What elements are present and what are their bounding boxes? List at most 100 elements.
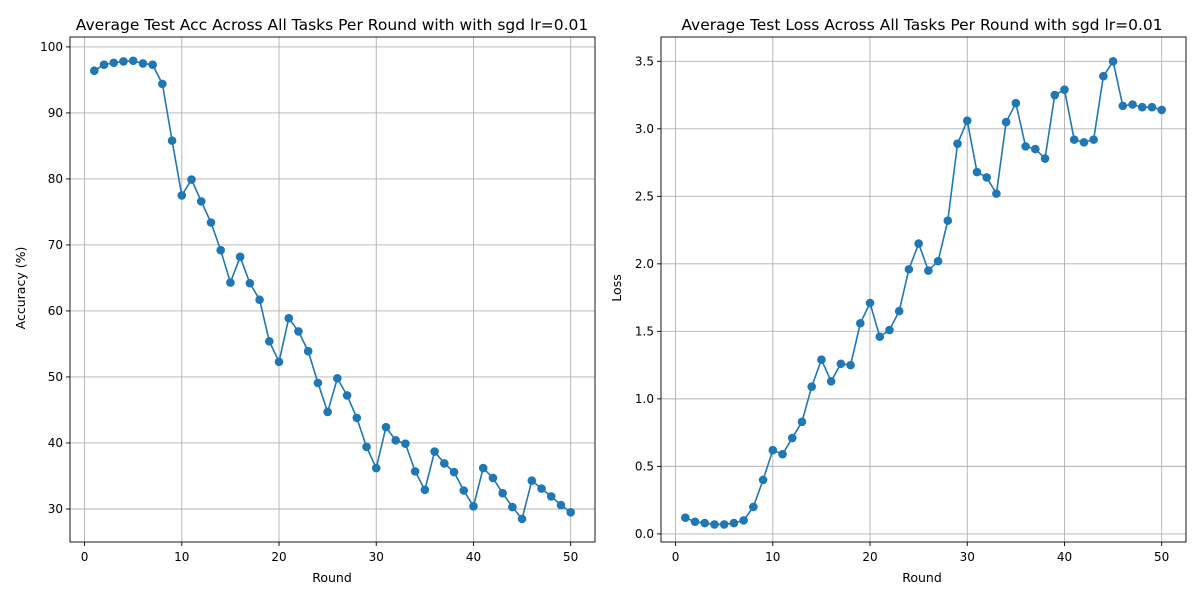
accuracy-chart-series	[90, 56, 575, 524]
accuracy-chart-data-point	[333, 373, 342, 383]
loss-chart-data-point	[943, 216, 953, 225]
loss-chart-data-point	[739, 516, 748, 525]
accuracy-chart-data-point	[167, 136, 177, 145]
loss-chart-data-point	[1157, 105, 1166, 115]
accuracy-chart-data-point	[99, 60, 109, 70]
loss-chart-data-point	[1031, 144, 1040, 154]
loss-chart-data-point	[807, 382, 816, 392]
loss-chart-data-point	[992, 189, 1001, 198]
accuracy-chart-y-tick-label: 90	[48, 106, 63, 120]
loss-chart-ticks: 0 10 20 30 40 50 0.0 0.5 1.0 1.5 2.0 2.5 3.0 3.5	[635, 54, 1169, 564]
loss-chart-data-point	[700, 518, 710, 528]
accuracy-chart-data-point	[274, 357, 284, 367]
accuracy-chart-data-point	[420, 485, 430, 495]
loss-chart-data-point	[856, 318, 865, 328]
accuracy-chart-data-point	[410, 467, 420, 476]
accuracy-chart-data-point	[323, 407, 332, 417]
accuracy-chart-data-point	[566, 507, 575, 517]
accuracy-chart-panel: Average Test Acc Across All Tasks Per Ro…	[13, 16, 596, 585]
loss-chart-y-tick-label: 2.5	[635, 189, 654, 203]
accuracy-chart-data-point	[177, 191, 187, 200]
loss-chart-data-point	[962, 116, 972, 126]
accuracy-chart-y-tick-label: 70	[48, 238, 63, 252]
loss-chart-x-tick-label: 20	[862, 550, 877, 564]
loss-chart-data-point	[846, 360, 855, 370]
accuracy-chart-data-point	[245, 278, 255, 288]
accuracy-chart-data-point	[478, 463, 488, 473]
loss-chart-y-tick-label: 0.0	[635, 527, 654, 541]
loss-chart-y-tick-label: 0.5	[635, 459, 654, 473]
accuracy-chart-x-tick-label: 0	[81, 550, 89, 564]
accuracy-chart-xlabel: Round	[312, 570, 352, 585]
loss-chart-data-point	[797, 417, 807, 427]
accuracy-chart-data-point	[469, 502, 478, 511]
accuracy-chart-data-point	[546, 492, 556, 501]
accuracy-chart-data-point	[537, 484, 546, 493]
loss-chart-x-tick-label: 40	[1057, 550, 1072, 564]
loss-chart-series	[681, 57, 1166, 529]
accuracy-chart-x-tick-label: 40	[466, 550, 481, 564]
loss-chart-frame	[660, 36, 1187, 543]
loss-chart-panel: Average Test Loss Across All Tasks Per R…	[609, 16, 1187, 585]
loss-chart-y-tick-label: 1.0	[635, 392, 654, 406]
loss-chart-data-point	[1060, 85, 1069, 94]
loss-chart-data-point	[875, 332, 885, 342]
accuracy-chart-data-point	[313, 378, 323, 388]
loss-chart-data-point	[885, 325, 894, 335]
accuracy-chart-data-point	[294, 327, 303, 336]
loss-chart-series-line	[685, 59, 1162, 526]
loss-chart-data-point	[1069, 135, 1079, 144]
accuracy-chart-data-point	[206, 218, 216, 227]
accuracy-chart-data-point	[527, 476, 537, 485]
loss-chart-grid	[661, 37, 1186, 542]
loss-chart-y-tick-label: 3.0	[635, 122, 654, 136]
accuracy-chart-data-point	[342, 391, 352, 400]
accuracy-chart-data-point	[498, 488, 507, 498]
accuracy-chart-y-tick-label: 30	[48, 502, 63, 516]
loss-chart-data-point	[729, 518, 739, 528]
accuracy-chart-data-point	[449, 467, 459, 477]
accuracy-chart-data-point	[148, 60, 157, 70]
accuracy-chart-data-point	[255, 295, 264, 305]
accuracy-chart-x-tick-label: 10	[174, 550, 189, 564]
loss-chart-data-point	[1079, 138, 1089, 147]
loss-chart-y-tick-label: 2.0	[635, 257, 654, 271]
accuracy-chart-data-point	[265, 337, 274, 346]
accuracy-chart-grid	[70, 37, 595, 542]
loss-chart-data-point	[719, 520, 729, 529]
accuracy-chart-title: Average Test Acc Across All Tasks Per Ro…	[76, 16, 588, 34]
loss-chart-data-point	[681, 513, 690, 522]
accuracy-chart-y-tick-label: 40	[48, 436, 63, 450]
loss-chart-data-point	[1001, 117, 1011, 127]
accuracy-chart-data-point	[138, 59, 148, 68]
loss-chart-data-point	[1099, 71, 1108, 81]
loss-chart-data-point	[1040, 154, 1050, 163]
loss-chart-data-point	[758, 475, 768, 485]
loss-chart-ylabel: Loss	[609, 274, 624, 301]
accuracy-chart-data-point	[352, 413, 362, 423]
loss-chart-x-tick-label: 50	[1154, 550, 1169, 564]
accuracy-chart-data-point	[401, 439, 410, 448]
loss-chart-data-point	[1147, 102, 1157, 112]
loss-chart-data-point	[865, 298, 875, 308]
accuracy-chart-x-tick-label: 50	[563, 550, 578, 564]
accuracy-chart-data-point	[362, 442, 371, 452]
accuracy-chart-data-point	[119, 57, 128, 66]
accuracy-chart-x-tick-label: 20	[271, 550, 286, 564]
loss-chart-data-point	[972, 167, 982, 177]
loss-chart-data-point	[1108, 57, 1118, 66]
loss-chart-data-point	[982, 173, 991, 182]
accuracy-chart-y-tick-label: 60	[48, 304, 63, 318]
accuracy-chart-data-point	[556, 500, 566, 510]
accuracy-chart-data-point	[440, 459, 449, 468]
accuracy-chart-series-line	[93, 59, 572, 521]
loss-chart-data-point	[787, 433, 797, 443]
loss-chart-data-point	[836, 359, 846, 369]
loss-chart-data-point	[1137, 102, 1147, 112]
accuracy-chart-y-tick-label: 100	[40, 40, 63, 54]
loss-chart-data-point	[1021, 142, 1030, 151]
loss-chart-data-point	[1118, 101, 1128, 111]
accuracy-chart-data-point	[430, 447, 439, 456]
loss-chart-data-point	[778, 449, 787, 459]
loss-chart-x-tick-label: 30	[960, 550, 975, 564]
